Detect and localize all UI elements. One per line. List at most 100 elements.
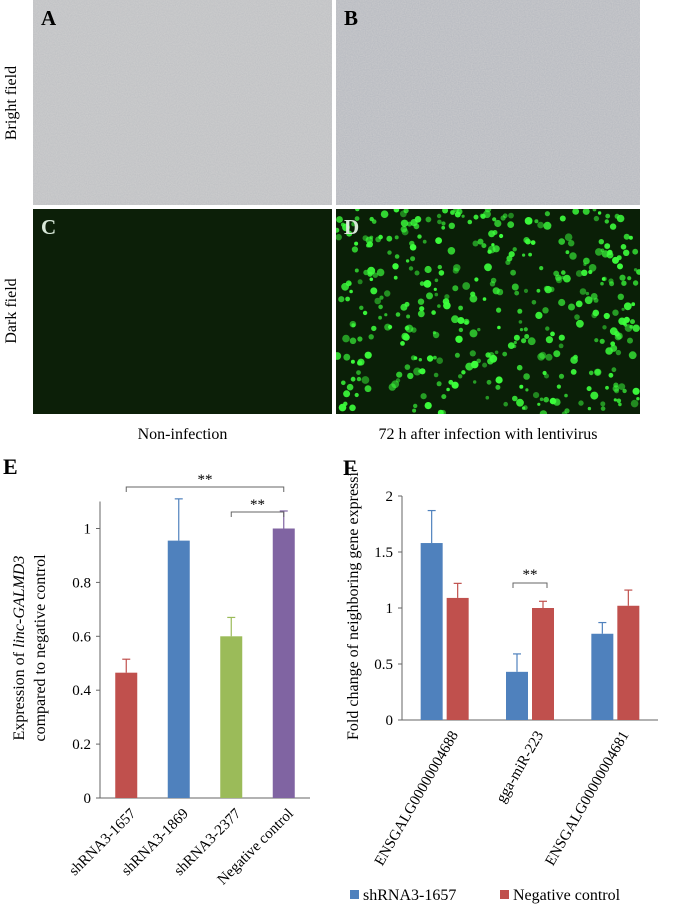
cell-dot [469, 350, 476, 357]
cell-dot [477, 238, 484, 245]
cell-dot [343, 390, 351, 398]
y-tick-label: 0 [84, 791, 92, 807]
bar-negative-control [532, 608, 554, 720]
cell-dot [588, 269, 593, 275]
cell-dot [417, 234, 422, 239]
y-tick-label: 1.5 [374, 545, 393, 561]
cell-dot [544, 211, 550, 217]
cell-dot [582, 209, 590, 215]
cell-dot [537, 353, 545, 361]
cell-dot [609, 281, 615, 287]
cell-dot [521, 338, 527, 344]
cell-dot [393, 275, 398, 280]
cell-dot [533, 392, 540, 399]
cell-dot [477, 327, 481, 332]
cell-dot [422, 239, 427, 244]
x-tick-label: gga-miR-223 [493, 729, 547, 806]
cell-dot [419, 306, 425, 312]
significance-bracket [230, 511, 285, 517]
cell-dot [357, 279, 363, 285]
cell-dot [396, 371, 403, 378]
y-tick-label: 0.4 [72, 683, 91, 699]
cell-dot [593, 215, 600, 222]
cell-dot [346, 383, 354, 391]
cell-dot [406, 314, 411, 319]
cell-dot [629, 324, 634, 329]
cell-dot [621, 307, 625, 311]
cell-dot [492, 217, 497, 222]
panel-d-dark-infected: D [336, 209, 640, 414]
significance-label: ** [523, 567, 538, 583]
cell-dot [558, 334, 565, 341]
cell-dot [584, 296, 593, 305]
cell-dot [413, 403, 418, 409]
cell-dot [558, 298, 566, 307]
cell-dot [516, 398, 524, 407]
cell-dot [341, 380, 346, 386]
cell-dot [452, 267, 459, 274]
cell-dot [462, 282, 471, 290]
cell-dot [435, 237, 442, 244]
cell-dot [621, 280, 627, 286]
cell-dot [632, 324, 640, 332]
cell-dot [451, 381, 459, 389]
cell-dot [380, 210, 389, 218]
cell-dot [476, 358, 481, 364]
cell-dot [623, 302, 632, 311]
cell-dot [511, 283, 519, 291]
cell-dot [592, 309, 600, 317]
cell-dot [484, 263, 492, 272]
cell-dot [455, 335, 463, 343]
cell-dot [570, 369, 577, 375]
y-tick-label: 0.2 [72, 737, 91, 753]
cell-dot [400, 341, 405, 346]
micrograph-a [33, 0, 332, 205]
cell-dot [564, 233, 573, 241]
significance-label: ** [250, 497, 265, 513]
cell-dot [437, 409, 444, 414]
cell-dot [349, 289, 353, 294]
cell-dot [414, 216, 422, 223]
y-tick-label: 1 [84, 522, 92, 538]
cell-dot [617, 263, 623, 270]
cell-dot [400, 219, 409, 227]
cell-dot [569, 252, 577, 260]
cell-dot [568, 240, 575, 247]
cell-dot [494, 350, 499, 355]
cell-dot [535, 311, 543, 319]
cell-dot [561, 270, 566, 275]
cell-dot [496, 307, 502, 313]
panel-letter-b: B [344, 6, 359, 30]
cell-dot [371, 219, 377, 224]
cell-dot [605, 385, 609, 390]
cell-dot [434, 278, 439, 283]
cell-dot [413, 367, 422, 376]
cell-dot [488, 230, 496, 238]
cell-dot [583, 262, 587, 266]
cell-dot [525, 388, 529, 392]
cell-dot [424, 265, 432, 274]
cell-dot [473, 214, 479, 220]
bar-negative-control [272, 528, 295, 798]
cell-dot [588, 370, 594, 376]
cell-dot [605, 347, 613, 355]
cell-dot [349, 337, 357, 345]
cell-dot [558, 343, 564, 349]
cell-dot [524, 334, 530, 339]
cell-dot [425, 216, 432, 223]
cell-dot [378, 304, 383, 310]
cell-dot [453, 209, 459, 213]
cell-dot [345, 296, 350, 302]
cell-dot [405, 259, 410, 263]
cell-dot [341, 282, 349, 291]
cell-dot [628, 235, 633, 240]
cell-dot [600, 406, 606, 411]
y-axis-label: Fold change of neighboring gene expressi… [345, 470, 362, 740]
cell-dot [565, 250, 570, 255]
cell-dot [616, 255, 622, 261]
cell-dot [604, 219, 609, 224]
cell-dot [424, 402, 432, 410]
cell-dot [442, 209, 449, 214]
cell-dot [481, 243, 487, 249]
chart-f: 0 0.5 1 1.5 2 ENSGALG00000004688 gga-miR-223EN… [345, 470, 658, 904]
